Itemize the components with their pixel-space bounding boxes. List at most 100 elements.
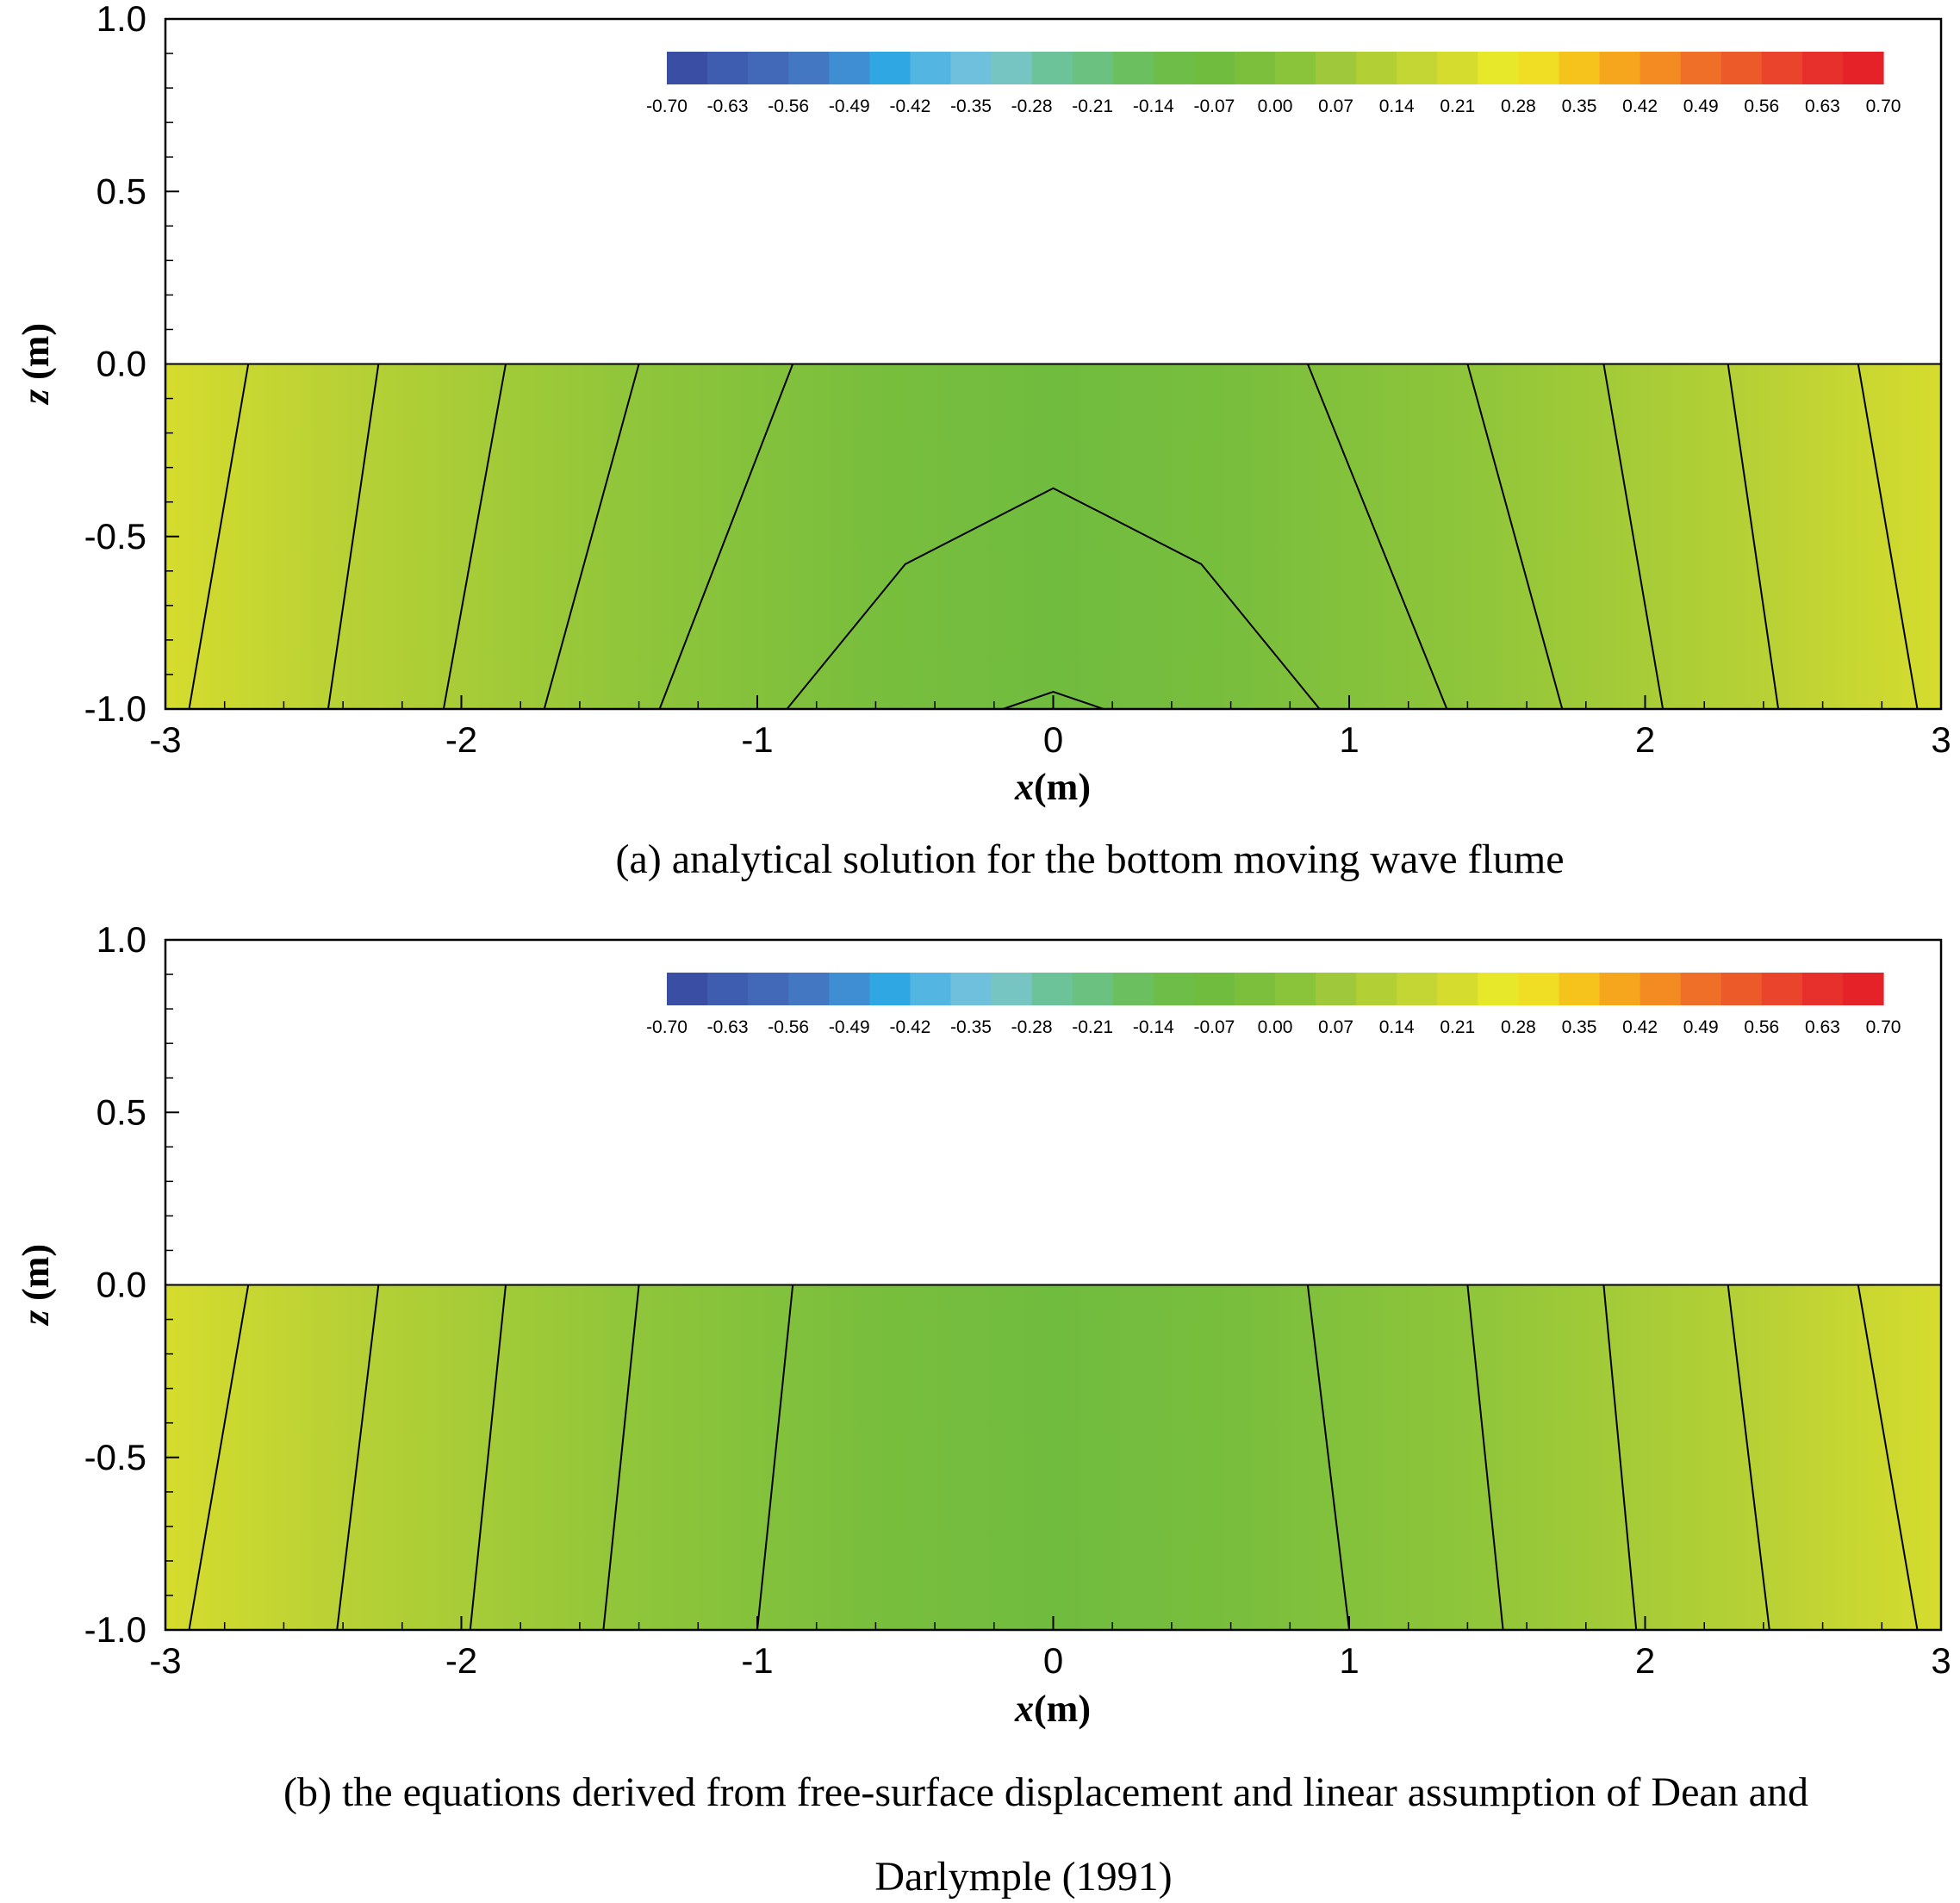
- x-tick-label: 1: [1339, 1640, 1359, 1681]
- colorbar-swatch: [1680, 973, 1722, 1005]
- y-tick-label: -1.0: [84, 1609, 146, 1650]
- x-tick-label: 0: [1043, 719, 1063, 760]
- colorbar-tick-label: -0.14: [1133, 96, 1174, 116]
- y-tick-label: -0.5: [84, 1437, 146, 1477]
- colorbar-swatch: [1801, 52, 1844, 84]
- colorbar-swatch: [1478, 52, 1519, 84]
- colorbar-swatch: [1437, 52, 1478, 84]
- y-tick-label: 0.5: [96, 171, 146, 211]
- colorbar-tick-label: 0.35: [1562, 1017, 1597, 1037]
- colorbar-swatch: [1801, 973, 1844, 1005]
- colorbar-swatch: [991, 973, 1033, 1005]
- x-tick-label: 0: [1043, 1640, 1063, 1681]
- colorbar-tick-label: 0.21: [1440, 96, 1475, 116]
- colorbar-swatch: [1153, 973, 1195, 1005]
- x-tick-label: 2: [1635, 1640, 1655, 1681]
- colorbar-swatch: [1680, 52, 1722, 84]
- colorbar-swatch: [950, 52, 992, 84]
- colorbar-swatch: [910, 973, 952, 1005]
- contour-line-3: [602, 1284, 640, 1631]
- colorbar-tick-label: -0.21: [1072, 96, 1113, 116]
- colorbar-tick-label: -0.28: [1011, 96, 1053, 116]
- colorbar-swatch: [788, 973, 830, 1005]
- x-tick-label: 1: [1339, 719, 1359, 760]
- y-tick-label: 1.0: [96, 0, 146, 39]
- colorbar-tick-label: 0.00: [1258, 1017, 1293, 1037]
- colorbar: -0.70 -0.63 -0.56 -0.49 -0.42 -0.35 -0.28 -0.21…: [646, 52, 1901, 116]
- caption-b-line1: (b) the equations derived from free-surf…: [283, 1769, 1808, 1815]
- x-axis-label: x(m): [1014, 1688, 1091, 1730]
- x-tick-label: 3: [1931, 719, 1951, 760]
- contour-line-4: [658, 364, 794, 710]
- colorbar-tick-label: -0.49: [829, 96, 870, 116]
- colorbar-tick-label: -0.14: [1133, 1017, 1174, 1037]
- colorbar-swatch: [667, 52, 708, 84]
- colorbar-tick-label: 0.35: [1562, 96, 1597, 116]
- contour-line-6: [1466, 364, 1564, 710]
- colorbar-tick-label: 0.49: [1683, 96, 1719, 116]
- colorbar-swatch: [1072, 52, 1114, 84]
- colorbar-swatch: [1761, 973, 1803, 1005]
- y-axis-label: z (m): [15, 1244, 57, 1327]
- axis-ticks: -3 -2 -1 0 1 2 3 1.0 0.5 0.0 -0.5 -1.0: [84, 919, 1951, 1681]
- contour-line-2: [469, 1284, 507, 1631]
- colorbar-tick-label: -0.07: [1193, 1017, 1235, 1037]
- colorbar-swatch: [707, 52, 749, 84]
- x-tick-label: -1: [741, 719, 773, 760]
- colorbar-tick-label: -0.42: [889, 96, 930, 116]
- colorbar-swatch: [788, 52, 830, 84]
- contour-lines: [188, 364, 1919, 710]
- x-tick-label: -3: [149, 1640, 181, 1681]
- contour-line-10: [786, 487, 1321, 710]
- x-tick-label: -2: [445, 1640, 477, 1681]
- x-axis-var: x: [1014, 1688, 1034, 1730]
- colorbar-swatch: [991, 52, 1033, 84]
- colorbar-swatch: [1842, 52, 1884, 84]
- x-axis-label: x(m): [1014, 766, 1091, 808]
- colorbar-tick-label: 0.56: [1744, 96, 1779, 116]
- x-tick-label: -2: [445, 719, 477, 760]
- contour-line-11: [1002, 690, 1104, 710]
- contour-line-5: [1306, 1284, 1350, 1631]
- x-tick-label: -3: [149, 719, 181, 760]
- y-tick-label: 0.0: [96, 1265, 146, 1305]
- colorbar-swatch: [1316, 52, 1357, 84]
- colorbar-tick-label: 0.42: [1622, 96, 1658, 116]
- y-tick-label: 0.5: [96, 1091, 146, 1132]
- y-axis-label: z (m): [15, 323, 57, 406]
- colorbar-swatch: [748, 973, 789, 1005]
- colorbar-tick-label: 0.70: [1866, 1017, 1901, 1037]
- colorbar-tick-label: 0.14: [1379, 1017, 1415, 1037]
- colorbar-swatch: [1599, 973, 1641, 1005]
- colorbar-swatch: [1031, 52, 1073, 84]
- colorbar-swatch: [1031, 973, 1073, 1005]
- colorbar-swatch: [950, 973, 992, 1005]
- contour-line-7: [1602, 364, 1664, 710]
- fluid-field: [165, 1284, 1941, 1630]
- colorbar-swatch: [1842, 973, 1884, 1005]
- y-axis-var: z: [15, 389, 57, 406]
- colorbar-swatch: [1193, 52, 1235, 84]
- colorbar-tick-label: 0.63: [1805, 96, 1840, 116]
- x-tick-label: -1: [741, 1640, 773, 1681]
- contour-line-2: [442, 364, 507, 710]
- colorbar-tick-label: 0.28: [1501, 1017, 1536, 1037]
- colorbar-tick-label: -0.42: [889, 1017, 930, 1037]
- y-axis-var: z: [15, 1310, 57, 1327]
- colorbar-tick-label: 0.63: [1805, 1017, 1840, 1037]
- colorbar-tick-label: 0.14: [1379, 96, 1415, 116]
- colorbar-tick-label: 0.21: [1440, 1017, 1475, 1037]
- colorbar-swatch: [1193, 973, 1235, 1005]
- colorbar-swatch: [1153, 52, 1195, 84]
- colorbar-tick-label: 0.07: [1318, 1017, 1353, 1037]
- colorbar-tick-label: 0.00: [1258, 96, 1293, 116]
- colorbar-swatch: [1397, 973, 1438, 1005]
- caption-a: (a) analytical solution for the bottom m…: [615, 836, 1564, 882]
- x-axis-unit: (m): [1034, 1688, 1091, 1730]
- colorbar: -0.70 -0.63 -0.56 -0.49 -0.42 -0.35 -0.28 -0.21…: [646, 973, 1901, 1037]
- colorbar-tick-label: -0.63: [707, 96, 749, 116]
- colorbar-tick-label: 0.70: [1866, 96, 1901, 116]
- colorbar-swatch: [748, 52, 789, 84]
- colorbar-swatch: [1478, 973, 1519, 1005]
- colorbar-swatch: [1397, 52, 1438, 84]
